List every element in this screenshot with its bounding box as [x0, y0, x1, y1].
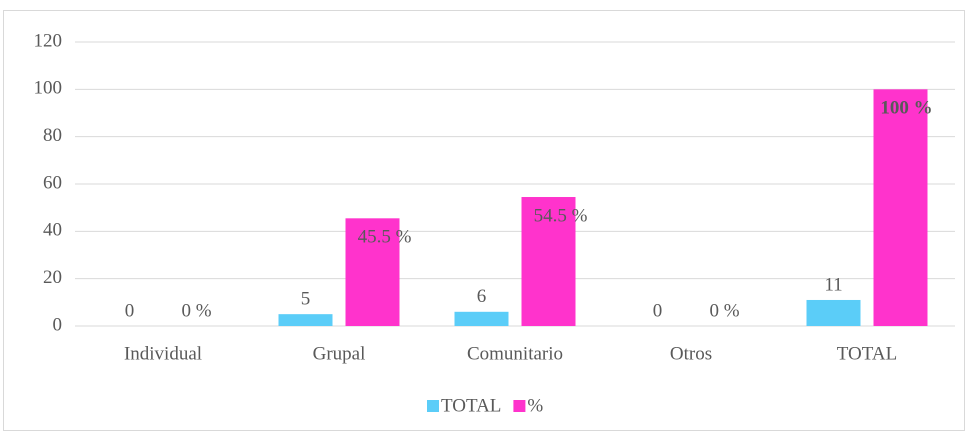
legend-label: TOTAL — [441, 395, 501, 416]
bar — [278, 314, 333, 326]
bar — [454, 311, 509, 326]
data-label: 0 % — [709, 300, 739, 321]
data-label: 5 — [301, 289, 311, 310]
x-tick-label: Comunitario — [467, 343, 563, 364]
y-tick-label: 120 — [34, 30, 63, 51]
bar — [345, 218, 400, 326]
data-label: 0 % — [181, 300, 211, 321]
bar — [873, 89, 928, 326]
y-tick-label: 40 — [43, 220, 62, 241]
y-tick-label: 0 — [53, 314, 63, 335]
legend-swatch — [513, 400, 526, 412]
x-tick-label: TOTAL — [837, 343, 897, 364]
legend-swatch — [427, 400, 439, 412]
bar — [521, 197, 576, 326]
bar — [806, 299, 861, 326]
x-tick-label: Otros — [670, 343, 712, 364]
data-label: 6 — [477, 286, 487, 307]
x-tick-label: Grupal — [313, 343, 366, 364]
y-tick-label: 100 — [34, 78, 63, 99]
y-tick-label: 20 — [43, 267, 62, 288]
data-label: 100 % — [880, 98, 932, 119]
data-label: 11 — [824, 274, 842, 295]
y-tick-label: 80 — [43, 125, 62, 146]
x-tick-label: Individual — [124, 343, 202, 364]
data-label: 0 — [125, 300, 135, 321]
data-label: 45.5 % — [358, 227, 412, 248]
data-label: 54.5 % — [534, 205, 588, 226]
y-tick-label: 60 — [43, 172, 62, 193]
data-label: 0 — [653, 300, 663, 321]
chart-frame — [3, 10, 965, 431]
legend-label: % — [527, 395, 543, 416]
